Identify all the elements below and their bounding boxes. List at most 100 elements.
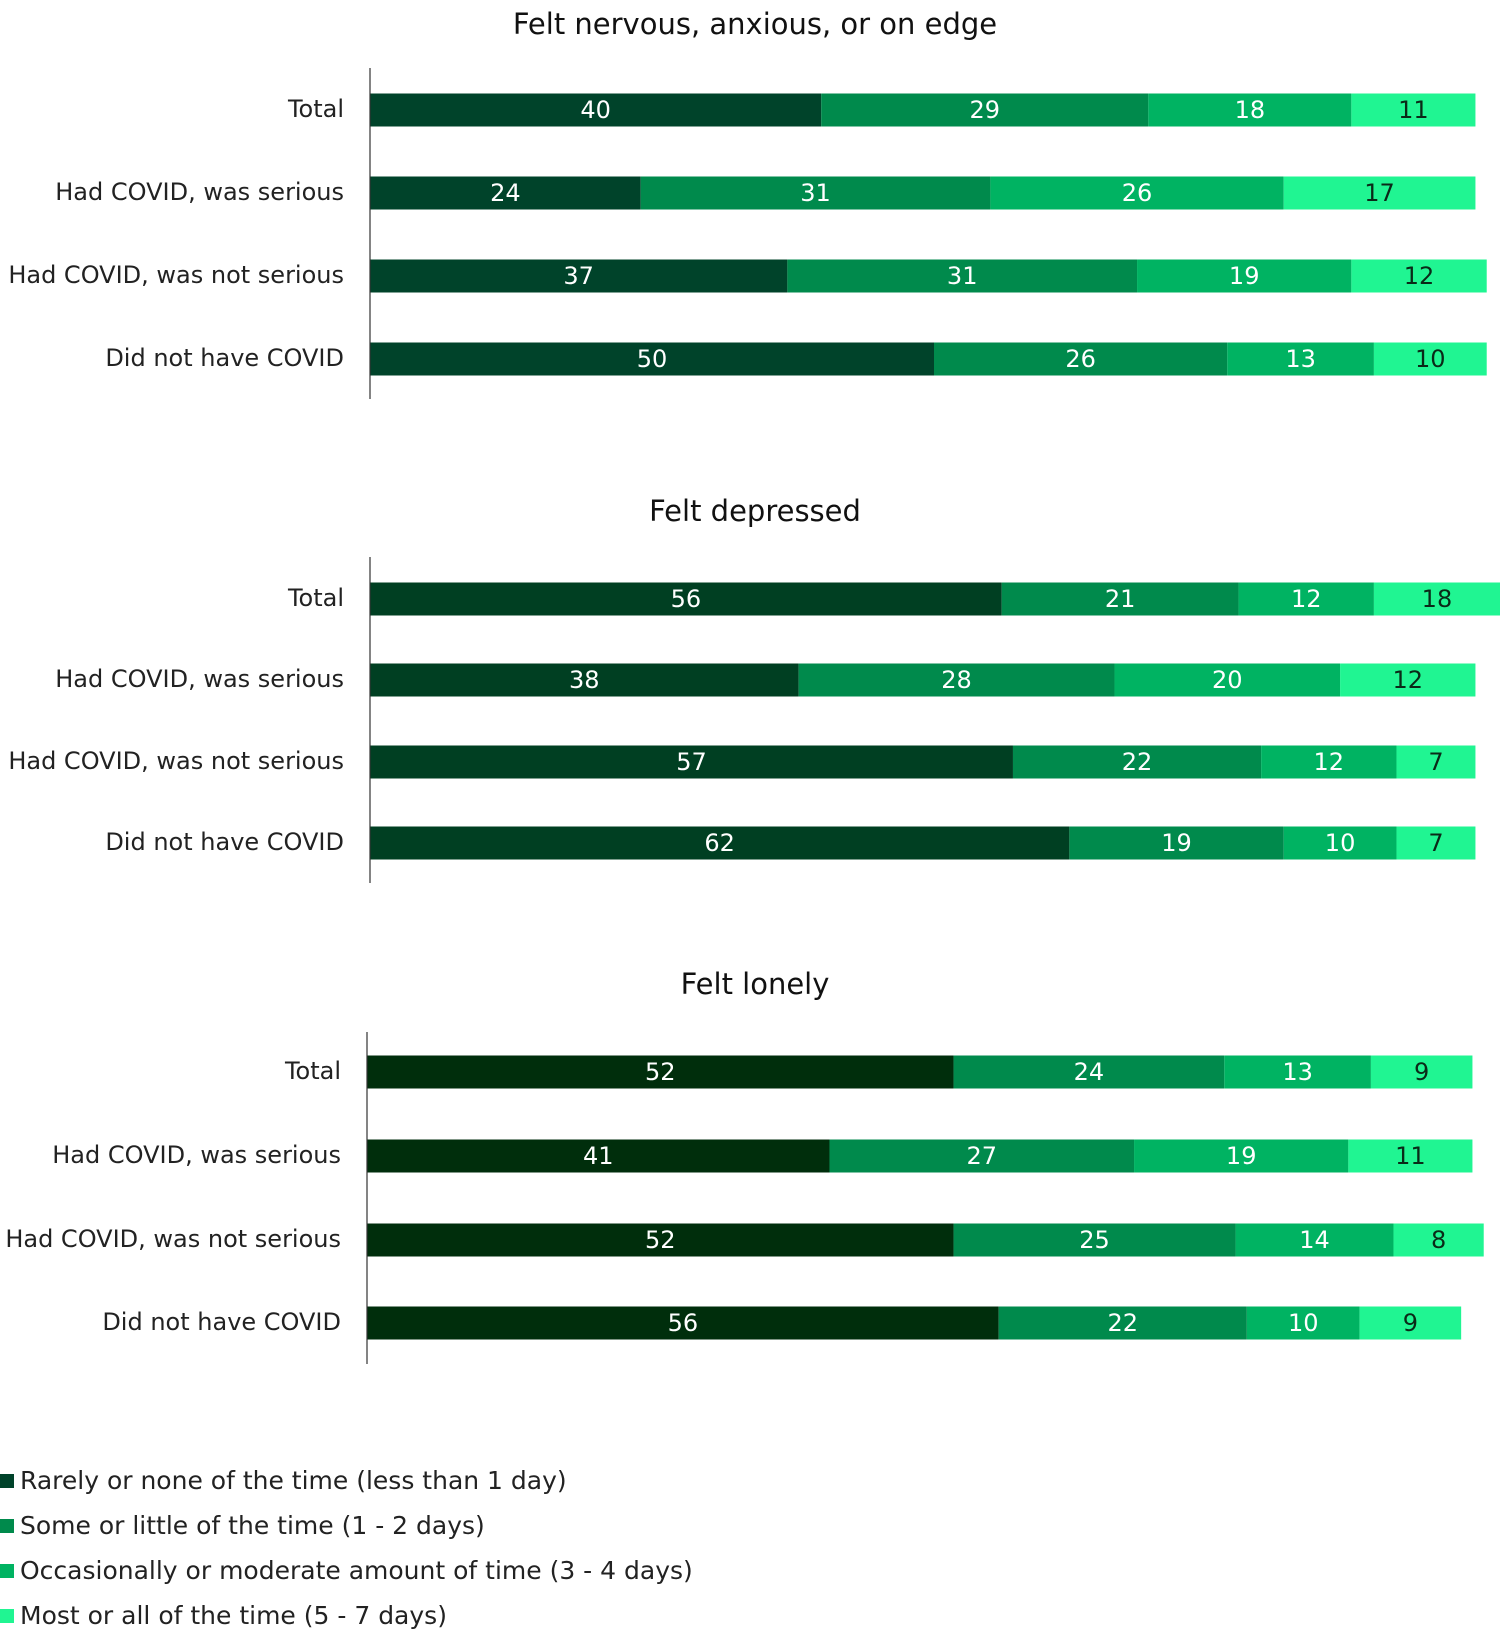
category-label: Total [284, 1057, 341, 1085]
data-label: 24 [490, 179, 521, 207]
data-label: 18 [1422, 585, 1453, 613]
data-label: 56 [671, 585, 702, 613]
data-label: 56 [668, 1309, 699, 1337]
data-label: 29 [969, 96, 1000, 124]
category-label: Did not have COVID [105, 828, 344, 856]
data-label: 31 [947, 262, 978, 290]
bar-segment [1224, 1055, 1371, 1089]
data-label: 20 [1212, 666, 1243, 694]
bar-segment [1283, 826, 1397, 860]
bar-segment [1235, 1223, 1394, 1257]
bar-segment [1114, 663, 1341, 697]
bar-segment [829, 1139, 1135, 1173]
category-label: Had COVID, was serious [55, 665, 344, 693]
data-label: 19 [1229, 262, 1260, 290]
data-label: 50 [637, 345, 668, 373]
data-label: 12 [1314, 748, 1345, 776]
bar-segment [821, 93, 1149, 127]
bar-segment [370, 259, 788, 293]
chart-title: Felt depressed [649, 494, 861, 528]
data-label: 52 [645, 1058, 676, 1086]
bar-segment [798, 663, 1115, 697]
data-label: 19 [1161, 829, 1192, 857]
data-label: 40 [580, 96, 611, 124]
bar-segment [1001, 582, 1239, 616]
bar-segment [367, 1055, 954, 1089]
data-label: 41 [583, 1142, 614, 1170]
data-label: 19 [1226, 1142, 1257, 1170]
legend-label: Most or all of the time (5 - 7 days) [20, 1601, 447, 1630]
data-label: 8 [1431, 1226, 1446, 1254]
data-label: 7 [1428, 748, 1443, 776]
legend-label: Rarely or none of the time (less than 1 … [20, 1466, 567, 1495]
data-label: 31 [800, 179, 831, 207]
bar-segment [1148, 93, 1352, 127]
bar-segment [953, 1055, 1225, 1089]
bar-segment [1012, 745, 1262, 779]
bar-segment [1261, 745, 1397, 779]
legend-swatch [0, 1473, 14, 1488]
data-label: 12 [1291, 585, 1322, 613]
bar-segment [1393, 1223, 1484, 1257]
bar-segment [367, 1223, 954, 1257]
category-label: Had COVID, was not serious [8, 747, 344, 775]
data-label: 37 [563, 262, 594, 290]
legend-label: Some or little of the time (1 - 2 days) [20, 1511, 485, 1540]
bar-segment [1137, 259, 1352, 293]
data-label: 9 [1414, 1058, 1429, 1086]
bar-segment [370, 663, 799, 697]
legend-label: Occasionally or moderate amount of time … [20, 1556, 693, 1585]
category-label: Had COVID, was not serious [5, 1225, 341, 1253]
legend-swatch [0, 1518, 14, 1533]
category-label: Total [287, 584, 344, 612]
bar-segment [370, 176, 641, 210]
legend-item: Rarely or none of the time (less than 1 … [0, 1458, 693, 1503]
data-label: 10 [1415, 345, 1446, 373]
data-label: 25 [1079, 1226, 1110, 1254]
bar-segment [998, 1306, 1247, 1340]
data-label: 7 [1428, 829, 1443, 857]
bar-segment [370, 745, 1013, 779]
data-label: 57 [676, 748, 707, 776]
bar-segment [990, 176, 1284, 210]
data-label: 28 [941, 666, 972, 694]
bar-segment [1283, 176, 1476, 210]
data-label: 13 [1285, 345, 1316, 373]
bar-segment [1348, 1139, 1473, 1173]
legend-item: Most or all of the time (5 - 7 days) [0, 1593, 693, 1638]
bar-segment [1238, 582, 1374, 616]
bar-segment [953, 1223, 1236, 1257]
data-label: 12 [1392, 666, 1423, 694]
data-label: 10 [1325, 829, 1356, 857]
category-label: Did not have COVID [102, 1308, 341, 1336]
bar-segment [370, 826, 1070, 860]
category-label: Total [287, 95, 344, 123]
bar-segment [934, 342, 1228, 376]
bar-segment [1227, 342, 1374, 376]
category-label: Did not have COVID [105, 344, 344, 372]
data-label: 38 [569, 666, 600, 694]
data-label: 26 [1122, 179, 1153, 207]
legend-item: Occasionally or moderate amount of time … [0, 1548, 693, 1593]
bar-segment [640, 176, 991, 210]
bar-segment [1359, 1306, 1462, 1340]
data-label: 21 [1105, 585, 1136, 613]
legend-item: Some or little of the time (1 - 2 days) [0, 1503, 693, 1548]
bar-segment [1370, 1055, 1473, 1089]
bar-segment [787, 259, 1138, 293]
bar-segment [367, 1306, 999, 1340]
category-label: Had COVID, was serious [55, 178, 344, 206]
bar-segment [370, 342, 934, 376]
data-label: 17 [1364, 179, 1395, 207]
data-label: 27 [966, 1142, 997, 1170]
data-label: 9 [1403, 1309, 1418, 1337]
data-label: 11 [1398, 96, 1429, 124]
bar-segment [1396, 745, 1476, 779]
data-label: 22 [1107, 1309, 1138, 1337]
chart-title: Felt nervous, anxious, or on edge [513, 7, 997, 41]
data-label: 22 [1122, 748, 1153, 776]
legend-swatch [0, 1608, 14, 1623]
bar-segment [1134, 1139, 1349, 1173]
data-label: 24 [1074, 1058, 1105, 1086]
